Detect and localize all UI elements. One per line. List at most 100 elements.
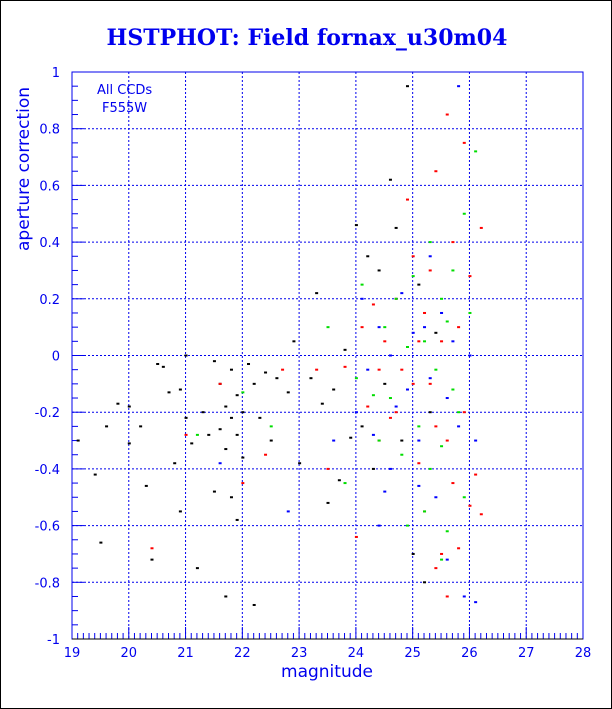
data-point bbox=[195, 433, 199, 436]
data-point bbox=[224, 405, 228, 408]
data-point bbox=[400, 292, 404, 295]
data-point bbox=[479, 513, 483, 516]
data-point bbox=[178, 388, 182, 391]
data-point bbox=[423, 581, 427, 584]
data-point bbox=[218, 462, 222, 465]
data-point bbox=[428, 255, 432, 258]
data-point bbox=[417, 462, 421, 465]
data-point bbox=[377, 368, 381, 371]
data-point bbox=[218, 428, 222, 431]
data-point bbox=[201, 411, 205, 414]
data-point bbox=[440, 311, 444, 314]
data-point bbox=[423, 326, 427, 329]
data-point bbox=[354, 377, 358, 380]
y-tick-label: -0.4 bbox=[35, 463, 60, 478]
data-point bbox=[212, 490, 216, 493]
data-point bbox=[343, 482, 347, 485]
data-point bbox=[349, 436, 353, 439]
data-point bbox=[241, 411, 245, 414]
data-point bbox=[474, 439, 478, 442]
data-point bbox=[366, 255, 370, 258]
data-point bbox=[462, 411, 466, 414]
data-point bbox=[366, 405, 370, 408]
data-point bbox=[326, 467, 330, 470]
data-point bbox=[440, 445, 444, 448]
data-point bbox=[411, 552, 415, 555]
grid bbox=[72, 72, 583, 639]
data-point bbox=[286, 510, 290, 513]
data-point bbox=[332, 439, 336, 442]
data-point bbox=[451, 482, 455, 485]
data-point bbox=[468, 311, 472, 314]
data-point bbox=[275, 377, 279, 380]
data-point bbox=[377, 269, 381, 272]
data-point bbox=[411, 275, 415, 278]
data-point bbox=[337, 479, 341, 482]
data-point bbox=[451, 241, 455, 244]
data-point bbox=[229, 416, 233, 419]
data-point bbox=[144, 484, 148, 487]
data-point bbox=[428, 467, 432, 470]
data-point bbox=[411, 331, 415, 334]
data-point bbox=[377, 524, 381, 527]
y-tick-label: -0.2 bbox=[35, 406, 60, 421]
data-point bbox=[315, 292, 319, 295]
data-point bbox=[366, 368, 370, 371]
data-point bbox=[462, 212, 466, 215]
data-point bbox=[343, 348, 347, 351]
data-point bbox=[394, 297, 398, 300]
data-point bbox=[371, 303, 375, 306]
data-point bbox=[428, 269, 432, 272]
data-point bbox=[354, 535, 358, 538]
data-point bbox=[241, 391, 245, 394]
y-axis-label: aperture correction bbox=[14, 87, 34, 251]
data-point bbox=[445, 530, 449, 533]
data-point bbox=[440, 558, 444, 561]
y-tick-label: 0.8 bbox=[39, 123, 60, 138]
data-point bbox=[457, 411, 461, 414]
data-point bbox=[388, 467, 392, 470]
data-point bbox=[173, 462, 177, 465]
data-point bbox=[457, 425, 461, 428]
data-point bbox=[139, 425, 143, 428]
data-point bbox=[434, 496, 438, 499]
data-point bbox=[195, 567, 199, 570]
data-point bbox=[434, 331, 438, 334]
data-point bbox=[423, 311, 427, 314]
data-point bbox=[400, 453, 404, 456]
data-point bbox=[388, 354, 392, 357]
data-point bbox=[462, 595, 466, 598]
y-tick-label: 1 bbox=[52, 66, 60, 81]
x-tick-label: 20 bbox=[121, 646, 138, 661]
data-point bbox=[394, 411, 398, 414]
data-point bbox=[405, 388, 409, 391]
x-tick-label: 24 bbox=[348, 646, 365, 661]
data-point bbox=[479, 226, 483, 229]
data-point bbox=[167, 391, 171, 394]
data-point bbox=[252, 382, 256, 385]
data-point bbox=[184, 416, 188, 419]
data-point bbox=[428, 411, 432, 414]
data-point bbox=[360, 283, 364, 286]
data-point bbox=[184, 433, 188, 436]
data-point bbox=[428, 382, 432, 385]
data-point bbox=[315, 368, 319, 371]
y-tick-label: -0.6 bbox=[35, 520, 60, 535]
data-point bbox=[281, 368, 285, 371]
data-point bbox=[360, 326, 364, 329]
data-point bbox=[229, 496, 233, 499]
data-point bbox=[332, 388, 336, 391]
data-point bbox=[440, 297, 444, 300]
data-point bbox=[320, 402, 324, 405]
data-point bbox=[388, 178, 392, 181]
data-point bbox=[326, 326, 330, 329]
data-point bbox=[127, 442, 131, 445]
y-tick-label: 0.2 bbox=[39, 293, 60, 308]
data-point bbox=[388, 397, 392, 400]
y-tick-label: 0.6 bbox=[39, 179, 60, 194]
x-tick-label: 27 bbox=[518, 646, 535, 661]
data-point bbox=[400, 439, 404, 442]
data-point bbox=[434, 567, 438, 570]
